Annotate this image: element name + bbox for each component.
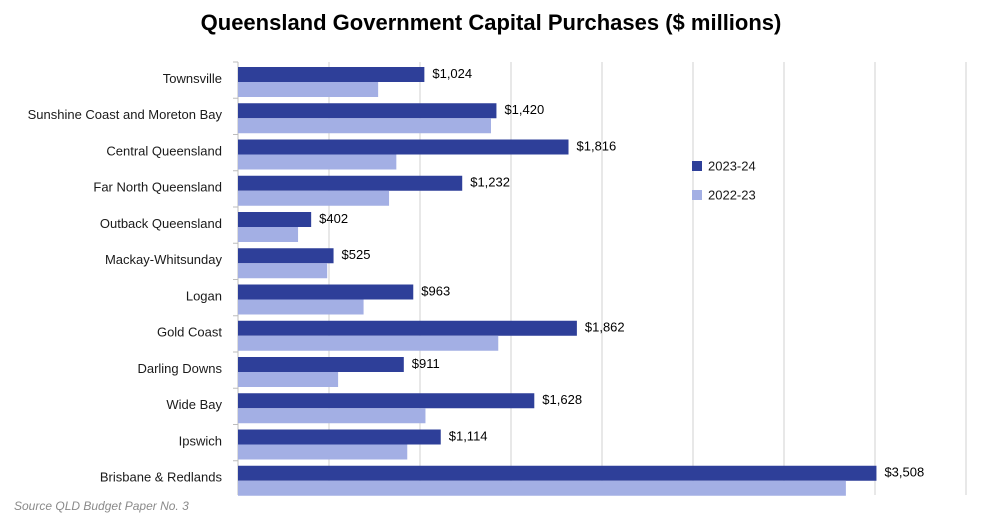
bar-2023-24 (238, 284, 414, 300)
category-label: Townsville (163, 71, 222, 86)
bar-2022-23 (238, 227, 299, 242)
category-label: Central Queensland (106, 143, 222, 158)
data-label: $1,024 (432, 66, 472, 81)
data-label: $1,232 (470, 175, 510, 190)
bar-2023-24 (238, 67, 425, 82)
bar-2023-24 (238, 139, 569, 155)
data-label: $3,508 (884, 465, 924, 480)
bar-2022-23 (238, 263, 328, 279)
category-label: Wide Bay (166, 397, 222, 412)
category-label: Outback Queensland (100, 216, 222, 231)
category-label: Sunshine Coast and Moreton Bay (28, 107, 223, 122)
legend-label: 2023-24 (708, 158, 756, 173)
bar-2023-24 (238, 357, 404, 372)
data-label: $963 (421, 283, 450, 298)
data-label: $911 (412, 356, 440, 371)
category-label: Darling Downs (137, 361, 222, 376)
bar-2023-24 (238, 429, 441, 445)
legend-swatch-2022-23 (692, 190, 702, 200)
bar-2022-23 (238, 335, 499, 351)
data-label: $402 (319, 211, 348, 226)
bar-2022-23 (238, 190, 390, 206)
legend-swatch-2023-24 (692, 161, 702, 171)
bar-2022-23 (238, 444, 408, 460)
category-label: Ipswich (179, 433, 222, 448)
source-note: Source QLD Budget Paper No. 3 (14, 499, 189, 513)
data-label: $1,114 (449, 428, 488, 443)
bar-2023-24 (238, 465, 877, 481)
category-label: Gold Coast (157, 325, 222, 340)
category-label: Far North Queensland (93, 180, 222, 195)
bar-2022-23 (238, 118, 491, 134)
bar-2022-23 (238, 299, 364, 315)
chart-title: Queensland Government Capital Purchases … (200, 10, 782, 35)
bar-2023-24 (238, 320, 577, 336)
data-label: $1,628 (542, 392, 582, 407)
bar-2023-24 (238, 393, 535, 409)
data-label: $1,862 (585, 320, 625, 335)
bar-2023-24 (238, 212, 312, 227)
bar-2022-23 (238, 372, 339, 387)
category-label: Brisbane & Redlands (100, 470, 223, 485)
bar-2022-23 (238, 408, 426, 424)
bar-2023-24 (238, 175, 463, 191)
bar-2023-24 (238, 103, 497, 119)
category-label: Mackay-Whitsunday (105, 252, 223, 267)
bar-2022-23 (238, 82, 379, 97)
data-label: $1,420 (504, 102, 544, 117)
bar-2022-23 (238, 154, 397, 170)
category-label: Logan (186, 288, 222, 303)
bar-2023-24 (238, 248, 334, 264)
bar-2022-23 (238, 480, 846, 496)
data-label: $525 (342, 247, 371, 262)
data-label: $1,816 (577, 138, 617, 153)
legend-label: 2022-23 (708, 187, 756, 202)
